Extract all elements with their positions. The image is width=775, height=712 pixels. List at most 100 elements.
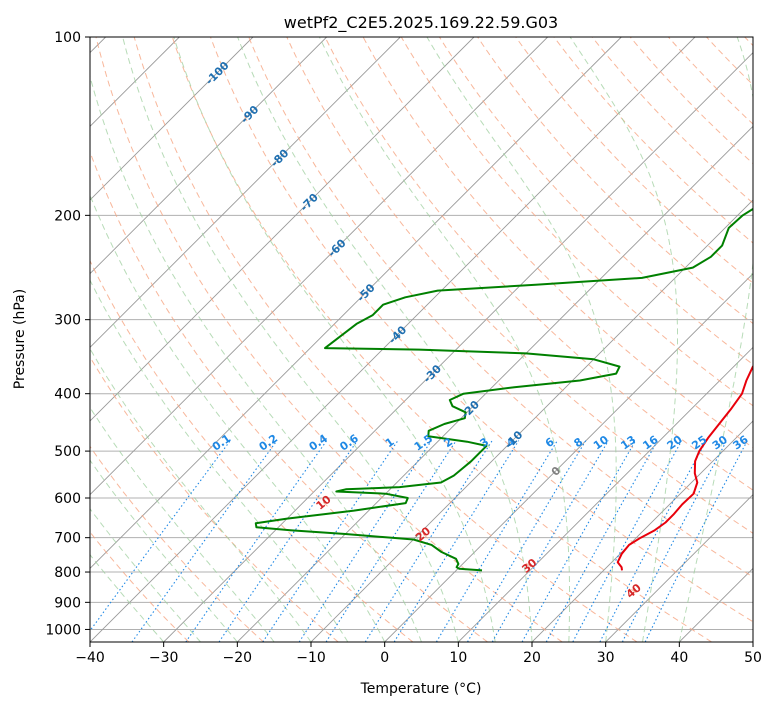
y-tick-label: 800 xyxy=(54,565,81,581)
isotherm-label: -10 xyxy=(502,428,525,451)
mixing-ratio-line xyxy=(132,441,277,642)
dry-adiabat-line xyxy=(20,37,413,642)
moist-adiabat-line xyxy=(567,32,678,642)
isotherm-label: -70 xyxy=(298,191,321,214)
mixing-ratio-label: 25 xyxy=(689,433,709,452)
y-tick-label: 1000 xyxy=(45,622,81,638)
isotherm-line xyxy=(237,37,775,642)
mixing-ratio-label: 0.2 xyxy=(257,432,280,454)
x-tick-label: 0 xyxy=(380,650,389,666)
mixing-ratio-label: 10 xyxy=(591,433,611,453)
x-tick-label: 50 xyxy=(744,650,762,666)
mixing-ratio-line xyxy=(394,441,519,642)
y-axis-label: Pressure (hPa) xyxy=(12,289,28,389)
mixing-ratio-label: 1 xyxy=(383,435,397,450)
isotherm-line xyxy=(311,37,775,642)
mixing-ratio-line xyxy=(263,441,398,642)
mixing-ratio-label: 36 xyxy=(731,433,751,453)
y-tick-label: 700 xyxy=(54,531,81,547)
moist-adiabat-line xyxy=(0,218,164,642)
isotherm-label: -40 xyxy=(386,323,409,346)
x-tick-label: −40 xyxy=(75,650,105,666)
mixing-ratio-line xyxy=(645,441,747,642)
temperature-profile-line xyxy=(618,37,775,570)
isotherm-line xyxy=(0,37,327,642)
mixing-ratio-line xyxy=(186,441,327,642)
moist-adiabat-line xyxy=(0,155,274,642)
y-tick-label: 100 xyxy=(54,30,81,46)
x-tick-label: −10 xyxy=(296,650,326,666)
dry-adiabat-label: 30 xyxy=(519,556,539,576)
moist-adiabat-line xyxy=(236,32,532,642)
dry-adiabat-line xyxy=(745,37,775,642)
x-tick-label: 40 xyxy=(670,650,688,666)
mixing-ratio-label: 0.4 xyxy=(307,432,331,454)
dry-adiabat-line xyxy=(96,37,562,642)
moist-adiabat-line xyxy=(4,134,311,642)
isotherm-label: -60 xyxy=(325,236,348,259)
mixing-ratio-line xyxy=(219,441,357,642)
mixing-ratio-label: 13 xyxy=(618,433,638,452)
isotherm-label: -50 xyxy=(354,281,377,304)
isotherm-line xyxy=(458,37,775,642)
dry-adiabat-line xyxy=(516,37,775,642)
mixing-ratio-line xyxy=(622,441,726,642)
mixing-ratio-label: 0.6 xyxy=(337,432,361,454)
y-tick-label: 600 xyxy=(54,491,81,507)
x-axis-label: Temperature (°C) xyxy=(360,681,482,697)
plot-frame xyxy=(90,37,753,642)
y-tick-label: 400 xyxy=(54,387,81,403)
y-tick-label: 300 xyxy=(54,313,81,329)
mixing-ratio-label: 0.1 xyxy=(210,432,233,454)
y-tick-label: 500 xyxy=(54,444,81,460)
mixing-ratio-line xyxy=(82,441,231,642)
isotherm-line xyxy=(753,37,775,642)
x-tick-label: −20 xyxy=(223,650,253,666)
isotherm-label: 0 xyxy=(549,464,564,479)
mixing-ratio-label: 1.5 xyxy=(412,432,435,454)
x-tick-label: −30 xyxy=(149,650,179,666)
moist-adiabat-line xyxy=(0,180,237,643)
chart-title: wetPf2_C2E5.2025.169.22.59.G03 xyxy=(284,13,558,33)
dry-adiabat-label: 40 xyxy=(624,581,644,601)
isotherm-line xyxy=(0,37,400,642)
mixing-ratio-label: 16 xyxy=(640,433,660,453)
dry-adiabat-line xyxy=(592,37,775,642)
dry-adiabat-line xyxy=(58,37,488,642)
dry-adiabat-line xyxy=(134,37,637,642)
dry-adiabat-line xyxy=(0,37,189,642)
moist-adiabat-line xyxy=(54,80,385,642)
isotherm-line xyxy=(0,37,548,642)
dry-adiabat-line xyxy=(0,37,264,642)
isotherm-label: -80 xyxy=(268,146,291,169)
isotherm-line xyxy=(0,37,253,642)
mixing-ratio-line xyxy=(326,441,456,642)
y-tick-label: 900 xyxy=(54,595,81,611)
dry-adiabat-line xyxy=(707,37,775,642)
y-tick-label: 200 xyxy=(54,208,81,224)
x-tick-label: 30 xyxy=(597,650,615,666)
moist-adiabat-line xyxy=(172,32,495,642)
isotherm-label: -100 xyxy=(203,59,232,88)
isotherm-line xyxy=(0,37,474,642)
mixing-ratio-line xyxy=(365,441,492,642)
dry-adiabat-line xyxy=(478,37,775,642)
isotherm-line xyxy=(679,37,775,642)
moist-adiabat-line xyxy=(424,32,616,642)
isotherm-line xyxy=(16,37,621,642)
isotherm-label: -90 xyxy=(238,103,261,126)
dry-adiabat-line xyxy=(668,37,775,642)
dewpoint-profile-line xyxy=(256,37,775,570)
moist-adiabat-line xyxy=(679,32,759,642)
mixing-ratio-label: 8 xyxy=(571,435,585,450)
mixing-ratio-label: 30 xyxy=(710,433,730,453)
dry-adiabat-line xyxy=(554,37,775,642)
moist-adiabat-line xyxy=(317,32,570,642)
dry-adiabat-line xyxy=(0,37,338,642)
mixing-ratio-label: 20 xyxy=(665,433,685,453)
x-tick-label: 10 xyxy=(449,650,467,666)
isotherm-line xyxy=(385,37,775,642)
